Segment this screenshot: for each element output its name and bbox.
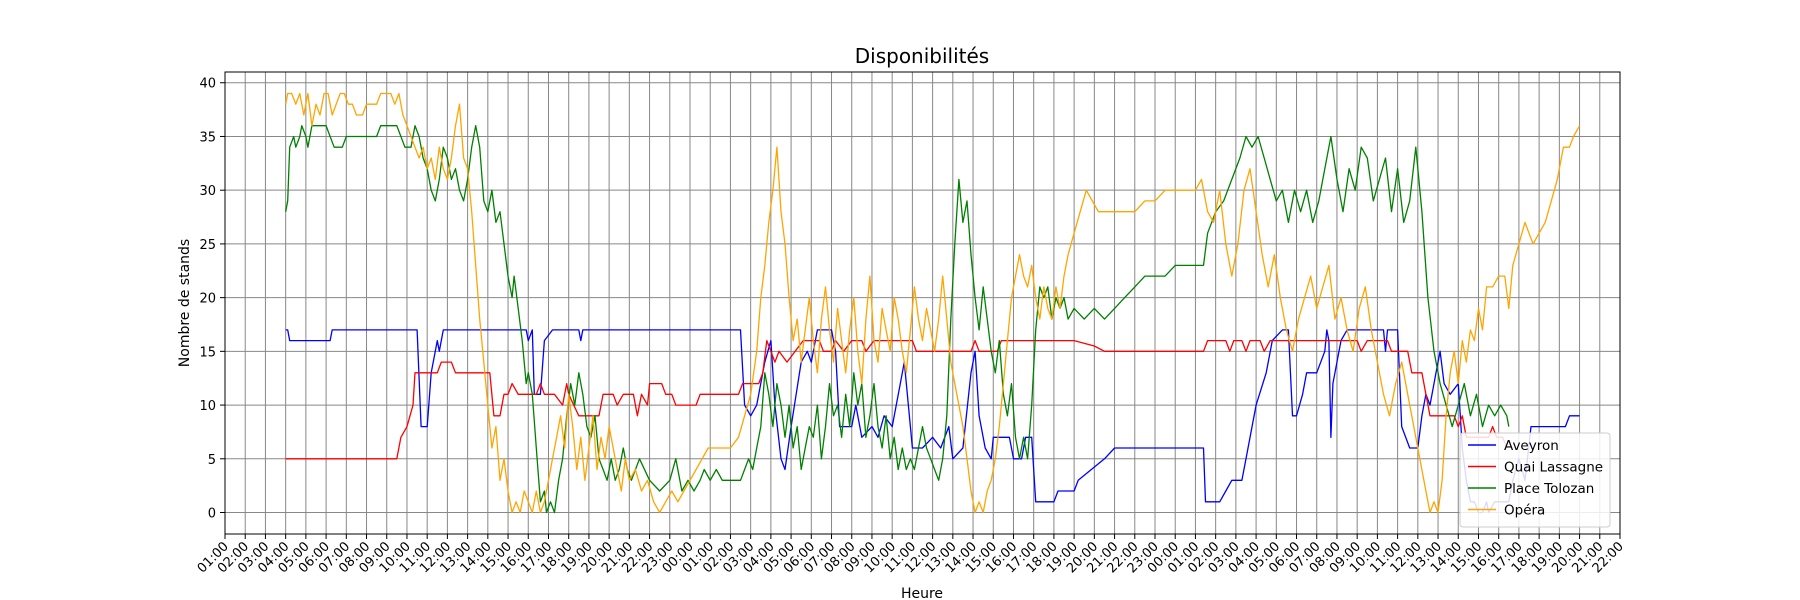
y-tick-label: 15 <box>199 345 216 360</box>
x-axis-label: Heure <box>901 586 943 600</box>
legend-label: Aveyron <box>1504 438 1559 454</box>
y-tick-label: 25 <box>199 238 216 253</box>
chart-title: Disponibilités <box>855 44 989 68</box>
y-tick-label: 40 <box>199 77 216 92</box>
y-tick-label: 10 <box>199 399 216 414</box>
y-tick-label: 5 <box>208 453 216 468</box>
y-axis-label: Nombre de stands <box>177 239 193 367</box>
series-line-quai-lassagne <box>285 339 1508 460</box>
y-axis: 0 5 10 15 20 25 30 35 40 <box>199 77 225 522</box>
legend-label: Place Tolozan <box>1504 481 1594 497</box>
legend-label: Quai Lassagne <box>1504 460 1603 476</box>
y-tick-label: 30 <box>199 184 216 199</box>
legend: Aveyron Quai Lassagne Place Tolozan Opéra <box>1459 432 1611 528</box>
plot-frame <box>224 71 1621 535</box>
legend-label: Opéra <box>1504 503 1545 519</box>
series-line-op-ra <box>285 92 1581 514</box>
series-lines <box>285 92 1581 514</box>
y-tick-label: 20 <box>199 292 216 307</box>
x-axis: 01:0002:0003:0004:0005:0006:0007:0008:00… <box>195 534 1627 576</box>
series-line-place-tolozan <box>285 125 1510 514</box>
y-tick-label: 35 <box>199 130 216 145</box>
y-tick-label: 0 <box>208 507 216 522</box>
legend-box <box>1459 432 1611 528</box>
series-line-aveyron <box>285 329 1580 514</box>
grid <box>224 72 1621 534</box>
